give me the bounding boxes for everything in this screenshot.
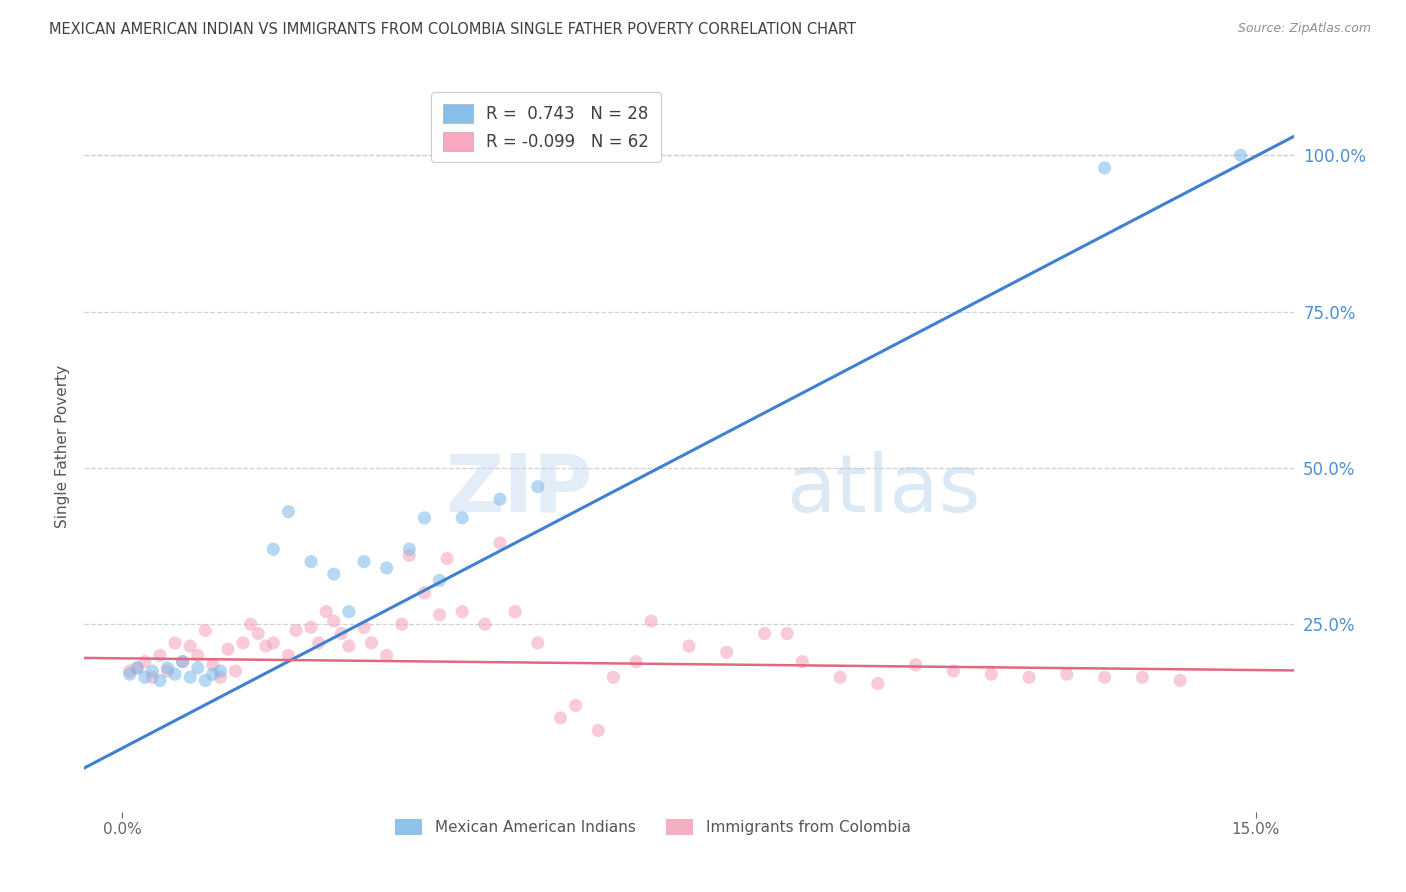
Point [474, 617, 496, 632]
Point [127, 661, 149, 675]
Point [127, 661, 149, 675]
Point [322, 567, 344, 582]
Point [134, 670, 156, 684]
Point [156, 664, 179, 678]
Point [353, 620, 375, 634]
Point [564, 698, 586, 713]
Text: MEXICAN AMERICAN INDIAN VS IMMIGRANTS FROM COLOMBIA SINGLE FATHER POVERTY CORREL: MEXICAN AMERICAN INDIAN VS IMMIGRANTS FR… [49, 22, 856, 37]
Point [315, 605, 337, 619]
Point [179, 670, 201, 684]
Point [754, 626, 776, 640]
Point [602, 670, 624, 684]
Point [678, 639, 700, 653]
Point [1018, 670, 1040, 684]
Y-axis label: Single Father Poverty: Single Father Poverty [55, 365, 70, 527]
Point [330, 626, 353, 640]
Point [413, 586, 436, 600]
Point [194, 624, 217, 638]
Point [172, 655, 194, 669]
Text: ZIP: ZIP [444, 450, 592, 529]
Point [322, 614, 344, 628]
Point [277, 505, 299, 519]
Point [156, 661, 179, 675]
Point [904, 657, 927, 672]
Point [588, 723, 610, 738]
Point [792, 655, 814, 669]
Point [429, 607, 451, 622]
Point [1229, 148, 1251, 162]
Point [134, 655, 156, 669]
Point [436, 551, 458, 566]
Point [254, 639, 277, 653]
Point [1056, 667, 1078, 681]
Point [179, 639, 201, 653]
Point [1132, 670, 1154, 684]
Legend: Mexican American Indians, Immigrants from Colombia: Mexican American Indians, Immigrants fro… [385, 810, 920, 845]
Point [232, 636, 254, 650]
Point [398, 549, 420, 563]
Point [866, 676, 889, 690]
Point [503, 605, 526, 619]
Point [194, 673, 217, 688]
Point [262, 636, 284, 650]
Point [165, 636, 187, 650]
Point [141, 664, 163, 678]
Point [451, 511, 474, 525]
Point [308, 636, 330, 650]
Point [980, 667, 1002, 681]
Point [172, 655, 194, 669]
Point [299, 620, 322, 634]
Point [360, 636, 382, 650]
Point [299, 555, 322, 569]
Point [149, 673, 172, 688]
Point [942, 664, 965, 678]
Point [640, 614, 662, 628]
Point [830, 670, 852, 684]
Point [489, 536, 512, 550]
Point [201, 667, 224, 681]
Point [201, 657, 224, 672]
Point [225, 664, 247, 678]
Point [624, 655, 647, 669]
Point [285, 624, 308, 638]
Point [429, 574, 451, 588]
Point [1094, 670, 1116, 684]
Point [527, 636, 550, 650]
Point [277, 648, 299, 663]
Text: Source: ZipAtlas.com: Source: ZipAtlas.com [1237, 22, 1371, 36]
Point [187, 661, 209, 675]
Point [209, 670, 232, 684]
Point [391, 617, 413, 632]
Point [1168, 673, 1191, 688]
Point [1094, 161, 1116, 175]
Point [550, 711, 572, 725]
Point [527, 480, 550, 494]
Point [353, 555, 375, 569]
Point [165, 667, 187, 681]
Text: atlas: atlas [786, 450, 980, 529]
Point [217, 642, 239, 657]
Point [375, 648, 398, 663]
Point [716, 645, 738, 659]
Point [247, 626, 270, 640]
Point [262, 542, 284, 557]
Point [337, 639, 360, 653]
Point [141, 670, 163, 684]
Point [149, 648, 172, 663]
Point [337, 605, 360, 619]
Point [209, 664, 232, 678]
Point [239, 617, 262, 632]
Point [187, 648, 209, 663]
Point [451, 605, 474, 619]
Point [375, 561, 398, 575]
Point [776, 626, 799, 640]
Point [118, 664, 141, 678]
Point [489, 492, 512, 507]
Point [398, 542, 420, 557]
Point [413, 511, 436, 525]
Point [118, 667, 141, 681]
